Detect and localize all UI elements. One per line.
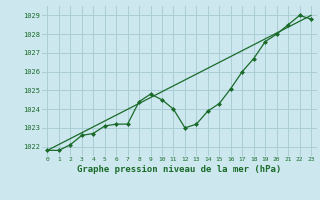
X-axis label: Graphe pression niveau de la mer (hPa): Graphe pression niveau de la mer (hPa) [77,165,281,174]
